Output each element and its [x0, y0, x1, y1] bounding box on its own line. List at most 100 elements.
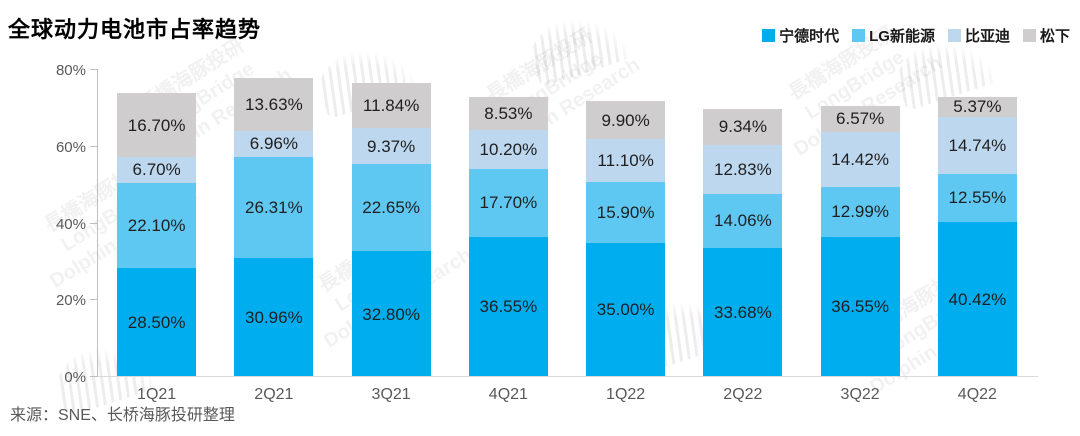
- legend-swatch-icon: [1022, 29, 1036, 42]
- y-axis-tick: [90, 376, 98, 377]
- bar-stack: 33.68% 14.06% 12.83% 9.34%: [703, 70, 783, 377]
- bar-segment: 6.57%: [820, 106, 900, 132]
- bar-segment-label: 17.70%: [479, 193, 538, 213]
- y-axis-tick: [90, 145, 98, 147]
- bar-segment-label: 13.63%: [245, 94, 303, 114]
- bar-stack: 28.50% 22.10% 6.70% 16.70%: [117, 70, 197, 377]
- x-axis-label: 3Q22: [840, 386, 880, 403]
- bar-segment: 36.55%: [468, 236, 548, 377]
- legend-label: 比亚迪: [964, 28, 1010, 45]
- bar-segment: 22.65%: [351, 164, 431, 252]
- bar-segment-label: 5.37%: [953, 97, 1002, 117]
- bar-segment-label: 28.50%: [127, 312, 186, 332]
- chart-title: 全球动力电池市占率趋势: [8, 17, 262, 42]
- x-axis-label: 1Q22: [606, 386, 646, 403]
- legend-item: LG新能源: [852, 25, 935, 46]
- bar-segment-label: 15.90%: [596, 202, 655, 222]
- bar-segment: 17.70%: [468, 168, 548, 237]
- bar-segment: 14.42%: [820, 131, 900, 187]
- bar-segment-label: 6.70%: [132, 160, 181, 180]
- x-axis-label: 2Q22: [723, 386, 763, 403]
- bar-column: 28.50% 22.10% 6.70% 16.70%: [98, 70, 215, 377]
- bar-segment: 11.10%: [586, 139, 666, 182]
- bar-segment-label: 12.99%: [831, 202, 889, 222]
- y-axis-label: 40%: [55, 215, 86, 233]
- bar-segment: 22.10%: [117, 182, 197, 268]
- legend: 宁德时代 LG新能源 比亚迪 松下: [762, 25, 1070, 46]
- legend-item: 比亚迪: [947, 25, 1010, 46]
- bar-segment: 12.83%: [703, 144, 783, 194]
- bar-segment: 28.50%: [117, 267, 197, 377]
- bar-segment-label: 36.55%: [479, 297, 538, 317]
- plot-area: 0% 20% 40% 60% 80% 28.50% 22.10% 6.70% 16.70% 30…: [56, 62, 1038, 403]
- bar-segment-label: 14.06%: [714, 211, 772, 231]
- legend-swatch-icon: [762, 29, 776, 42]
- bar-segment-label: 11.10%: [597, 150, 654, 170]
- bar-segment: 8.53%: [468, 96, 548, 130]
- bar-segment: 9.37%: [351, 128, 431, 165]
- bar-segment: 16.70%: [117, 93, 197, 158]
- y-axis-tick: [90, 222, 98, 224]
- bar-segment: 35.00%: [586, 242, 666, 377]
- bar-segment-label: 14.74%: [948, 135, 1007, 155]
- bar-segment: 5.37%: [937, 96, 1017, 118]
- bar-column: 40.42% 12.55% 14.74% 5.37%: [919, 70, 1036, 377]
- bar-segment-label: 9.34%: [718, 117, 767, 137]
- bar-segment-label: 12.83%: [714, 159, 772, 179]
- x-axis-line: [98, 376, 1038, 377]
- bar-segment: 12.55%: [937, 173, 1017, 222]
- bar-segment-label: 6.57%: [836, 109, 885, 129]
- legend-label: 宁德时代: [779, 28, 840, 45]
- x-axis-label: 4Q22: [957, 386, 997, 403]
- bar-segment: 32.80%: [351, 251, 431, 377]
- bar-segment: 36.55%: [820, 236, 900, 377]
- bar-segment: 30.96%: [234, 258, 314, 377]
- bar-segment: 9.34%: [703, 108, 783, 145]
- bar-segment-label: 32.80%: [362, 304, 420, 324]
- bar-segment-label: 11.84%: [362, 96, 420, 116]
- bar-stack: 40.42% 12.55% 14.74% 5.37%: [937, 70, 1017, 377]
- bar-segment-label: 9.90%: [601, 110, 650, 130]
- x-axis-label: 2Q21: [254, 386, 294, 403]
- x-axis-label: 4Q21: [488, 386, 528, 403]
- y-axis-label: 20%: [55, 292, 86, 310]
- y-axis-label: 80%: [55, 62, 86, 79]
- y-axis-label: 0%: [64, 369, 86, 386]
- bar-segment: 33.68%: [703, 247, 783, 377]
- legend-label: LG新能源: [869, 28, 935, 45]
- source-note: 来源：SNE、长桥海豚投研整理: [10, 407, 235, 424]
- bar-segment-label: 22.10%: [127, 215, 186, 235]
- legend-label: 松下: [1039, 28, 1070, 45]
- bar-column: 36.55% 12.99% 14.42% 6.57%: [802, 70, 919, 377]
- bar-segment-label: 36.55%: [831, 297, 889, 317]
- bar-segment: 14.74%: [937, 117, 1017, 174]
- x-axis-labels: 1Q21 2Q21 3Q21 4Q21 1Q22 2Q22 3Q22 4Q22: [98, 386, 1036, 404]
- bar-segment: 9.90%: [586, 101, 666, 140]
- bar-stack: 32.80% 22.65% 9.37% 11.84%: [351, 70, 431, 377]
- bar-segment: 40.42%: [937, 221, 1017, 377]
- bar-segment-label: 22.65%: [362, 198, 420, 218]
- bar-segment: 26.31%: [234, 157, 314, 259]
- legend-swatch-icon: [947, 29, 961, 42]
- legend-item: 宁德时代: [762, 25, 839, 46]
- bar-column: 30.96% 26.31% 6.96% 13.63%: [215, 70, 332, 377]
- bar-column: 36.55% 17.70% 10.20% 8.53%: [450, 70, 567, 377]
- bars-container: 28.50% 22.10% 6.70% 16.70% 30.96% 26.31% 6.96%…: [98, 70, 1036, 377]
- bar-stack: 30.96% 26.31% 6.96% 13.63%: [234, 70, 314, 377]
- bar-segment: 6.70%: [117, 157, 197, 183]
- y-axis-tick: [90, 299, 98, 301]
- bar-segment: 14.06%: [703, 193, 783, 248]
- bar-column: 35.00% 15.90% 11.10% 9.90%: [567, 70, 684, 377]
- bar-segment-label: 30.96%: [245, 308, 303, 328]
- bar-segment-label: 26.31%: [245, 198, 303, 218]
- bar-segment-label: 35.00%: [596, 300, 655, 320]
- bar-segment: 6.96%: [234, 130, 314, 158]
- bar-stack: 36.55% 17.70% 10.20% 8.53%: [468, 70, 548, 377]
- bar-segment-label: 33.68%: [714, 302, 772, 322]
- bar-segment-label: 6.96%: [249, 134, 298, 154]
- bar-segment: 12.99%: [820, 186, 900, 237]
- bar-segment-label: 12.55%: [948, 188, 1007, 208]
- bar-stack: 35.00% 15.90% 11.10% 9.90%: [586, 70, 666, 377]
- legend-item: 松下: [1022, 25, 1070, 46]
